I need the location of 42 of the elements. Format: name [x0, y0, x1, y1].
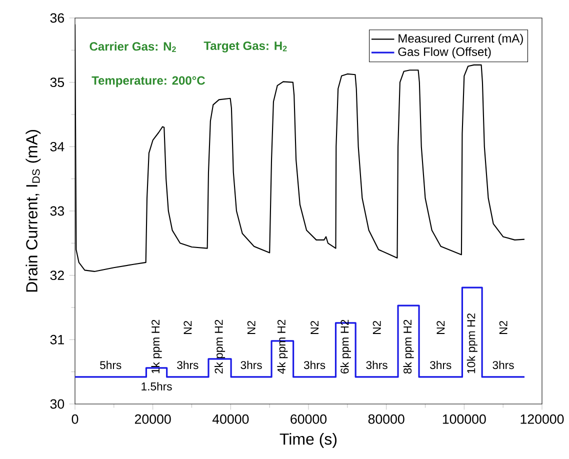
annotation: 3hrs — [492, 360, 514, 370]
annotation: 3hrs — [177, 360, 198, 370]
annotation: N2 — [436, 320, 445, 334]
annotation: 3hrs — [430, 360, 452, 370]
annotation: Target Gas: H$_{2}$ — [204, 41, 287, 52]
y-tick-label: 34 — [50, 142, 64, 152]
annotation: 3hrs — [304, 360, 326, 370]
x-tick-label: 0 — [72, 414, 78, 424]
annotation: 1k ppm H2 — [151, 320, 162, 374]
x-tick-label: 120000 — [520, 414, 564, 424]
annotation: N2 — [372, 320, 381, 334]
x-tick-label: 20000 — [134, 414, 171, 424]
y-tick-label: 30 — [50, 399, 64, 409]
y-tick-label: 33 — [50, 206, 64, 216]
annotation: 3hrs — [240, 360, 262, 370]
y-tick-label: 35 — [50, 78, 64, 88]
x-tick-label: 80000 — [368, 414, 404, 424]
line-series — [75, 286, 526, 378]
annotation: N2 — [247, 320, 256, 334]
y-tick-label: 31 — [50, 334, 64, 344]
annotation: Carrier Gas: N$_{2}$ — [90, 42, 176, 52]
annotation: 1.5hrs — [142, 382, 172, 390]
y-axis-title: Drain Current, I$_{DS}$ (mA) — [26, 130, 41, 292]
y-tick-label: 36 — [50, 13, 64, 23]
legend-label: Measured Current (mA) — [398, 34, 523, 46]
x-tick-label: 60000 — [290, 414, 327, 424]
y-tick-label: 32 — [50, 270, 64, 280]
annotation: 4k ppm H2 — [277, 320, 288, 374]
annotation: 3hrs — [366, 360, 388, 370]
annotation: N2 — [499, 320, 508, 334]
x-axis-title: Time (s) — [280, 432, 337, 448]
annotation: 10k ppm H2 — [466, 314, 478, 374]
annotation: N2 — [310, 320, 318, 334]
annotation: 2k ppm H2 — [214, 320, 226, 374]
annotation: Temperature: 200°C — [92, 76, 206, 88]
annotation: N2 — [184, 320, 192, 334]
x-tick-label: 100000 — [442, 414, 486, 424]
annotation: 6k ppm H2 — [340, 320, 351, 374]
annotation: 8k ppm H2 — [403, 320, 414, 374]
x-tick-label: 40000 — [212, 414, 249, 424]
annotation: 5hrs — [100, 360, 122, 370]
legend-label: Gas Flow (Offset) — [398, 47, 491, 58]
